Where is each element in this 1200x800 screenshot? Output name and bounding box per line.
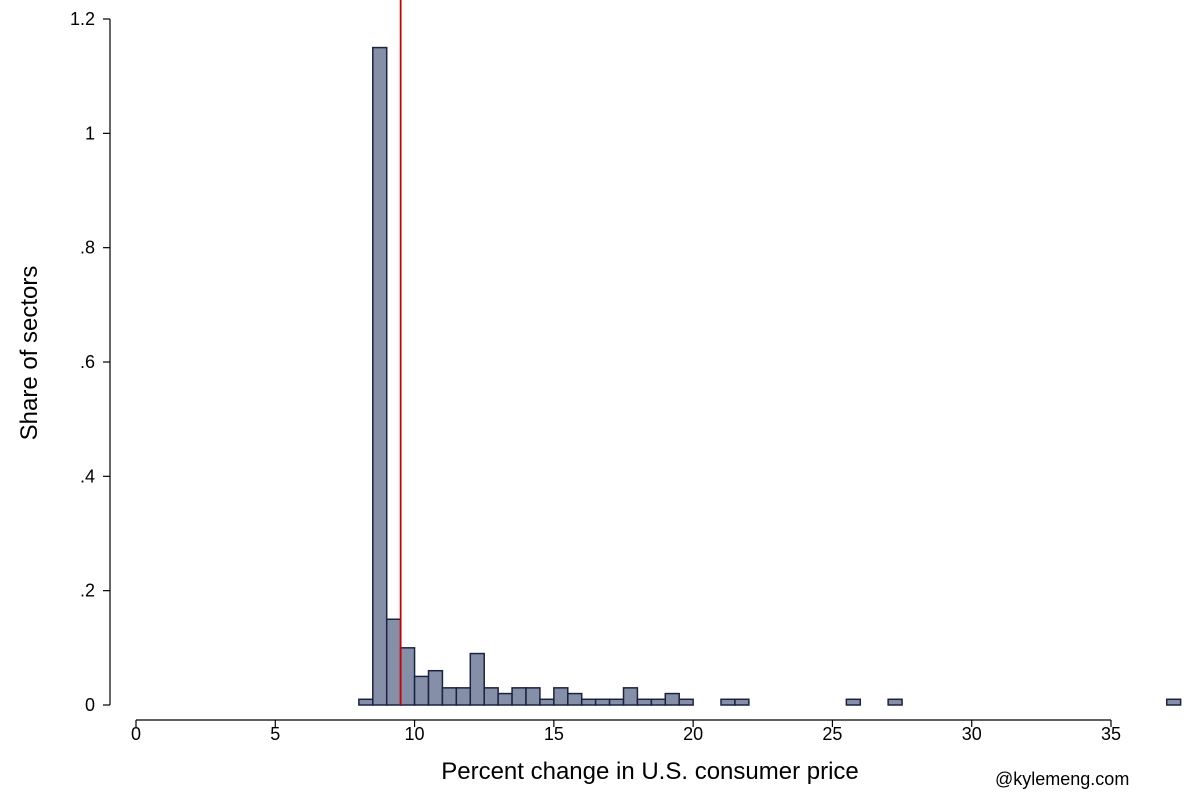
histogram-bar [358,698,374,706]
histogram-bar [385,618,402,706]
histogram-bar [511,687,527,706]
y-tick-label: .6 [80,352,95,372]
histogram-bar [567,692,583,706]
histogram-bar [678,698,694,706]
x-axis-title: Percent change in U.S. consumer price [441,758,859,785]
histogram-bar [650,698,667,706]
y-tick-label: 0 [85,695,95,715]
histogram-bar [553,687,569,706]
histogram-bar [413,675,430,706]
histogram-bar [497,692,513,706]
y-tick-label: 1.2 [70,9,95,29]
x-tick-label: 5 [270,724,280,744]
y-axis-title: Share of sectors [16,266,43,441]
histogram-bar [539,698,555,706]
histogram-bar [580,698,597,706]
histogram-bar [720,698,736,706]
histogram-bar [469,652,485,706]
histogram-bar [845,698,862,706]
histogram-bar [887,698,903,706]
x-tick-label: 35 [1101,724,1121,744]
histogram-bar [399,647,416,706]
histogram-bar [664,692,680,706]
y-tick-label: .2 [80,581,95,601]
y-tick-label: .8 [80,238,95,258]
x-tick-label: 30 [962,724,982,744]
histogram-bar [372,46,388,706]
x-axis: 0 5 10 15 20 25 30 35 [131,719,1121,744]
histogram-bar [622,687,639,706]
histogram-bar [441,687,458,706]
x-tick-label: 20 [683,724,703,744]
histogram-bar [636,698,653,706]
x-tick-label: 25 [822,724,842,744]
histogram-bar [1165,698,1182,706]
histogram-bar [455,687,472,706]
histogram-bar [608,698,625,706]
credit-label: @kylemeng.com [995,769,1130,789]
x-tick-label: 0 [131,724,141,744]
histogram-bar [734,698,750,706]
y-axis: 0 .2 .4 .6 .8 1 1.2 [70,9,111,715]
x-tick-label: 10 [405,724,425,744]
histogram-bar [594,698,611,706]
y-tick-label: 1 [85,123,95,143]
histogram-bar [427,669,444,706]
histogram-bars [358,46,1182,706]
histogram-bar [525,687,541,706]
histogram-bar [483,687,499,706]
x-tick-label: 15 [544,724,564,744]
y-tick-label: .4 [80,466,95,486]
